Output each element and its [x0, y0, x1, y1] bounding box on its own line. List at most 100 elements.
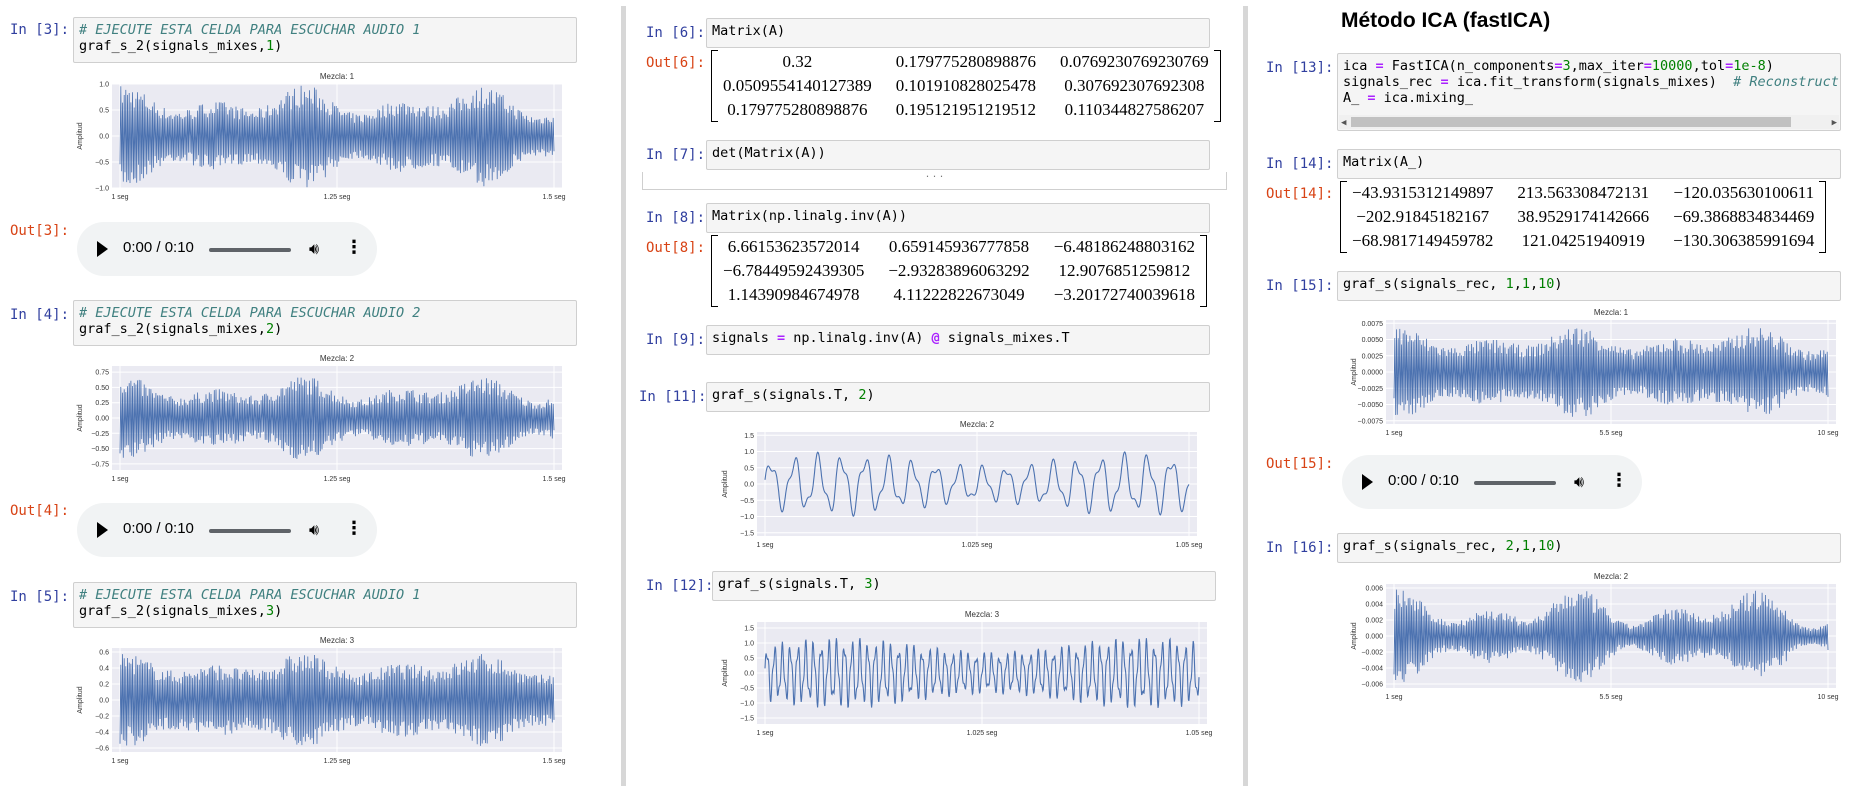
code-cell-16[interactable]: graf_s(signals_rec, 2,1,10): [1337, 533, 1841, 563]
code-cell-4[interactable]: # EJECUTE ESTA CELDA PARA ESCUCHAR AUDIO…: [73, 300, 577, 346]
left-bracket: [711, 235, 718, 307]
input-prompt: In [12]:: [646, 578, 714, 594]
code-number: 1: [1521, 538, 1530, 554]
code-number: 1e-8: [1733, 58, 1766, 74]
code-operator: =: [1554, 58, 1563, 74]
x-tick-label: 5.5 seg: [1600, 430, 1623, 437]
chart-svg: Mezcla: 2 1.5 1.0 0.5 0.0 −0.5 −1.0 −1.51 seg 1.…: [722, 420, 1203, 549]
more-vert-icon[interactable]: ⋮: [1610, 470, 1628, 491]
audio-player[interactable]: 0:00 / 0:10 🔊︎ ⋮: [77, 503, 377, 557]
matrix-output-invA: 6.66153623572014 0.659145936777858 −6.4818…: [711, 235, 1208, 307]
y-tick-label: −0.4: [95, 730, 109, 737]
series-line: [1393, 328, 1829, 417]
volume-icon[interactable]: 🔊︎: [1574, 472, 1585, 491]
y-tick-label: 0.0: [99, 134, 109, 141]
scroll-right-icon[interactable]: ▶: [1831, 118, 1837, 128]
chart-sources-2: Mezcla: 2 1.5 1.0 0.5 0.0 −0.5 −1.0 −1.5 1 seg 1.…: [715, 418, 1205, 558]
code-cell-11[interactable]: graf_s(signals.T, 2): [706, 382, 1210, 412]
y-tick-label: 0.004: [1365, 602, 1383, 609]
code-number: 10000: [1651, 58, 1693, 74]
code-text: graf_s(signals.T,: [718, 576, 865, 592]
x-tick-label: 10 seg: [1817, 430, 1838, 437]
y-tick-label: 0.000: [1365, 634, 1383, 641]
series-line: [1393, 589, 1829, 682]
x-tick-label: 1.25 seg: [324, 476, 351, 483]
code-text: ): [1554, 538, 1563, 554]
code-cell-8[interactable]: Matrix(np.linalg.inv(A)): [706, 203, 1210, 233]
x-tick-label: 1 seg: [111, 476, 128, 483]
chart-title: Mezcla: 1: [320, 72, 355, 81]
input-prompt: In [7]:: [646, 147, 706, 163]
audio-player[interactable]: 0:00 / 0:10 🔊︎ ⋮: [1342, 455, 1642, 509]
code-operator: =: [777, 330, 786, 346]
volume-icon[interactable]: 🔊︎: [309, 239, 320, 258]
code-number: 10: [1538, 538, 1555, 554]
y-tick-label: 0.0075: [1362, 321, 1384, 328]
input-prompt: In [6]:: [646, 25, 706, 41]
y-tick-label: −0.75: [91, 461, 109, 468]
chart-title: Mezcla: 2: [1594, 572, 1629, 581]
code-cell-3[interactable]: # EJECUTE ESTA CELDA PARA ESCUCHAR AUDIO…: [73, 17, 577, 63]
right-bracket: [1213, 50, 1221, 122]
more-vert-icon[interactable]: ⋮: [345, 518, 363, 539]
play-icon[interactable]: [97, 522, 108, 538]
code-text: ica.mixing_: [1375, 90, 1474, 106]
y-tick-label: −0.004: [1361, 666, 1383, 673]
matrix-cell: −68.9817149459782: [1352, 231, 1494, 250]
y-axis-label: Amplitud: [722, 659, 729, 686]
audio-player[interactable]: 0:00 / 0:10 🔊︎ ⋮: [77, 222, 377, 276]
input-prompt: In [15]:: [1266, 278, 1334, 294]
play-icon[interactable]: [97, 241, 108, 257]
code-text: ,: [1529, 538, 1539, 554]
y-tick-label: 0.5: [99, 108, 109, 115]
y-tick-label: −0.6: [95, 746, 109, 753]
series-line: [119, 85, 555, 188]
code-comment: # Reconstruct signals: [1733, 74, 1839, 90]
code-cell-12[interactable]: graf_s(signals.T, 3): [712, 571, 1216, 601]
code-cell-14[interactable]: Matrix(A_): [1337, 149, 1841, 179]
output-prompt: Out[6]:: [646, 55, 706, 71]
chart-title: Mezcla: 3: [965, 610, 1000, 619]
y-tick-label: −0.002: [1361, 650, 1383, 657]
left-bracket: [1340, 181, 1347, 253]
collapsed-output-toggle[interactable]: · · ·: [642, 171, 1227, 190]
code-text: ): [274, 603, 283, 619]
code-cell-9[interactable]: signals = np.linalg.inv(A) @ signals_mix…: [706, 325, 1210, 355]
y-axis-label: Amplitud: [77, 122, 84, 149]
y-tick-label: 1.5: [744, 433, 754, 440]
more-vert-icon[interactable]: ⋮: [345, 237, 363, 258]
code-text: signals: [712, 330, 778, 346]
audio-progress-slider[interactable]: [1474, 481, 1556, 485]
audio-progress-slider[interactable]: [209, 248, 291, 252]
code-text: signals_mixes.T: [939, 330, 1070, 346]
y-tick-label: −0.0025: [1358, 386, 1384, 393]
code-cell-5[interactable]: # EJECUTE ESTA CELDA PARA ESCUCHAR AUDIO…: [73, 582, 577, 628]
matrix-cell: −202.91845182167: [1356, 207, 1490, 226]
code-operator: =: [1643, 58, 1652, 74]
play-icon[interactable]: [1362, 474, 1373, 490]
matrix-cell: 0.179775280898876: [895, 52, 1036, 71]
series-line: [119, 377, 555, 459]
code-text: np.linalg.inv(A): [785, 330, 932, 346]
output-prompt: Out[15]:: [1266, 456, 1334, 472]
matrix-cell: 0.195121951219512: [895, 100, 1036, 119]
code-cell-15[interactable]: graf_s(signals_rec, 1,1,10): [1337, 271, 1841, 301]
y-tick-label: −0.0075: [1358, 418, 1384, 425]
scroll-left-icon[interactable]: ◀: [1341, 118, 1347, 128]
code-text: signals_rec: [1343, 74, 1441, 90]
code-text: ): [872, 576, 881, 592]
x-tick-label: 1 seg: [111, 758, 128, 765]
audio-progress-slider[interactable]: [209, 529, 291, 533]
scrollbar-thumb[interactable]: [1351, 117, 1791, 127]
matrix-cell: 6.66153623572014: [727, 237, 860, 256]
code-cell-6[interactable]: Matrix(A): [706, 18, 1210, 48]
volume-icon[interactable]: 🔊︎: [309, 520, 320, 539]
horizontal-scrollbar[interactable]: ◀ ▶: [1339, 115, 1839, 129]
code-text: A_: [1343, 90, 1368, 106]
code-cell-7[interactable]: det(Matrix(A)): [706, 140, 1210, 170]
code-text: ,max_iter: [1570, 58, 1644, 74]
code-cell-13[interactable]: ica = FastICA(n_components=3,max_iter=10…: [1337, 53, 1841, 131]
matrix-cell: −2.93283896063292: [888, 261, 1030, 280]
y-tick-label: −1.0: [740, 514, 754, 521]
y-tick-label: 0.50: [95, 385, 109, 392]
